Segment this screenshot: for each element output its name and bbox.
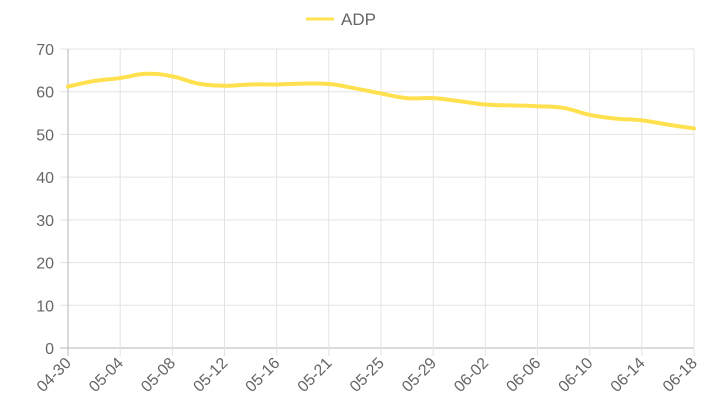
- legend[interactable]: ADP: [306, 10, 376, 29]
- series: [66, 71, 696, 131]
- x-tick-label: 05-21: [295, 355, 336, 396]
- data-point: [614, 117, 618, 121]
- y-tick-label: 10: [36, 298, 54, 315]
- y-tick-label: 50: [36, 127, 54, 144]
- x-tick-label: 05-29: [399, 355, 440, 396]
- y-tick-label: 20: [36, 256, 54, 273]
- x-tick-label: 05-12: [190, 355, 231, 396]
- y-tick-label: 60: [36, 85, 54, 102]
- data-point: [457, 99, 461, 103]
- x-tick-label: 04-30: [34, 355, 75, 396]
- data-point: [249, 82, 253, 86]
- data-point: [483, 103, 487, 107]
- x-tick-label: 06-02: [451, 355, 492, 396]
- data-point: [66, 85, 70, 89]
- data-point: [275, 82, 279, 86]
- data-point: [666, 123, 670, 127]
- data-point: [196, 82, 200, 86]
- x-tick-label: 06-10: [556, 355, 597, 396]
- data-point: [588, 113, 592, 117]
- x-tick-label: 05-08: [138, 355, 179, 396]
- data-point: [536, 104, 540, 108]
- y-tick-label: 70: [36, 42, 54, 59]
- data-point: [170, 74, 174, 78]
- axes: 0 10 20 30 40 50 60 70 04-30 05-04 05-08 05-12 05-16…: [34, 42, 701, 396]
- x-tick-label: 05-25: [347, 355, 388, 396]
- x-tick-label: 06-14: [608, 355, 649, 396]
- data-point: [118, 76, 122, 80]
- data-point: [509, 103, 513, 107]
- data-point: [640, 118, 644, 122]
- series-line-adp: [66, 71, 696, 131]
- data-point: [562, 106, 566, 110]
- data-point: [405, 96, 409, 100]
- x-tick-label: 06-06: [503, 355, 544, 396]
- data-point: [431, 96, 435, 100]
- data-point: [692, 126, 696, 130]
- data-point: [144, 72, 148, 76]
- data-point: [223, 84, 227, 88]
- x-tick-label: 05-16: [243, 355, 284, 396]
- grid: [60, 48, 695, 356]
- y-tick-label: 0: [45, 341, 54, 358]
- data-point: [301, 82, 305, 86]
- y-tick-label: 40: [36, 170, 54, 187]
- data-point: [327, 82, 331, 86]
- data-point: [353, 86, 357, 90]
- legend-label[interactable]: ADP: [341, 10, 376, 29]
- data-point: [92, 79, 96, 83]
- data-point: [379, 91, 383, 95]
- y-tick-label: 30: [36, 213, 54, 230]
- x-tick-label: 06-18: [660, 355, 701, 396]
- x-tick-label: 05-04: [86, 355, 127, 396]
